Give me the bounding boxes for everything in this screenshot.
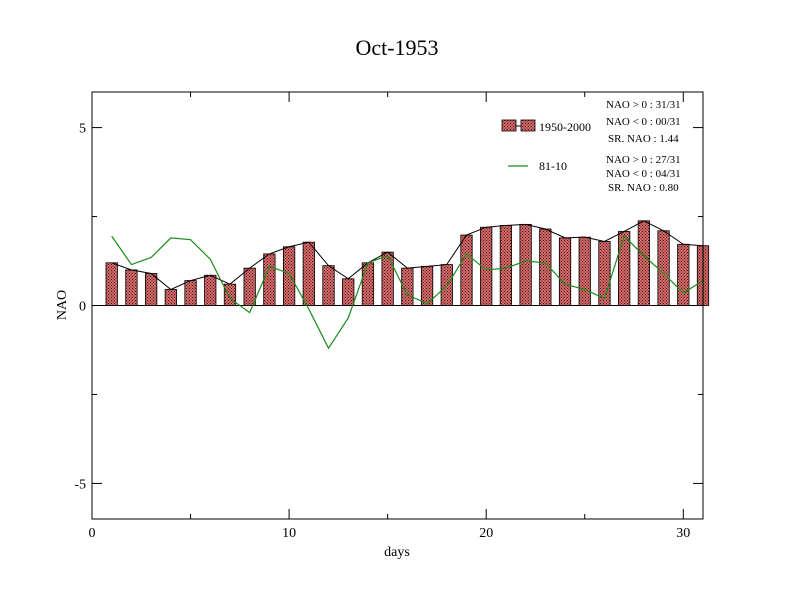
bar-day-7 (223, 283, 237, 306)
bar-day-19 (460, 234, 473, 306)
chart-title: Oct-1953 (355, 35, 438, 60)
legend: 1950-2000 81-10 (501, 119, 591, 173)
stat-nao-negative: NAO < 0 : 00/31 (606, 116, 681, 128)
bar-day-1 (105, 262, 118, 306)
bar-day-11 (302, 241, 315, 306)
stat-sr-nao: SR. NAO : 0.80 (608, 182, 679, 194)
plot-area: 0 10 20 30 -5 0 5 (74, 92, 710, 541)
series-line-81-10 (111, 234, 704, 350)
bar-day-12 (322, 265, 335, 306)
stat-nao-positive: NAO > 0 : 31/31 (606, 99, 681, 111)
x-axis-label: days (384, 545, 410, 560)
x-tick-label-20: 20 (479, 526, 493, 541)
legend-swatch-bars (501, 119, 517, 132)
legend-swatch-bars-2 (520, 119, 536, 132)
bar-day-9 (263, 253, 276, 306)
series-line-1950-2000 (111, 220, 704, 291)
bar-day-2 (125, 269, 138, 306)
y-tick-label-5: 5 (79, 122, 86, 137)
legend-label-81-10: 81-10 (539, 159, 567, 173)
bar-day-8 (243, 267, 256, 306)
bar-day-25 (578, 236, 591, 306)
bar-day-5 (184, 280, 197, 306)
bar-day-24 (558, 237, 572, 306)
bar-day-22 (519, 223, 532, 306)
bar-day-13 (342, 278, 355, 306)
bar-day-30 (677, 243, 690, 306)
x-tick-label-30: 30 (676, 526, 690, 541)
bar-day-27 (618, 231, 631, 306)
stat-sr-nao: SR. NAO : 1.44 (608, 133, 679, 145)
bar-day-28 (637, 220, 650, 306)
bar-day-4 (164, 289, 177, 306)
x-tick-label-10: 10 (282, 526, 296, 541)
stat-nao-negative: NAO < 0 : 04/31 (606, 168, 681, 180)
y-tick-label-0: 0 (79, 300, 86, 315)
stats-block-1950-2000: NAO > 0 : 31/31 NAO < 0 : 00/31 SR. NAO … (606, 99, 681, 145)
bar-day-10 (282, 246, 296, 306)
y-axis-label: NAO (55, 290, 70, 320)
bar-day-14 (361, 262, 375, 306)
y-tick-label--5: -5 (74, 477, 86, 492)
stats-block-81-10: NAO > 0 : 27/31 NAO < 0 : 04/31 SR. NAO … (606, 154, 681, 194)
x-tick-label-0: 0 (89, 526, 96, 541)
legend-label-1950-2000: 1950-2000 (539, 120, 591, 134)
bar-day-26 (598, 241, 611, 306)
bar-day-6 (204, 274, 217, 306)
bar-day-29 (657, 230, 670, 306)
plot-frame (91, 91, 704, 520)
bar-day-21 (499, 225, 513, 306)
stat-nao-positive: NAO > 0 : 27/31 (606, 154, 681, 166)
bar-day-15 (381, 251, 394, 306)
bar-day-3 (145, 273, 158, 306)
